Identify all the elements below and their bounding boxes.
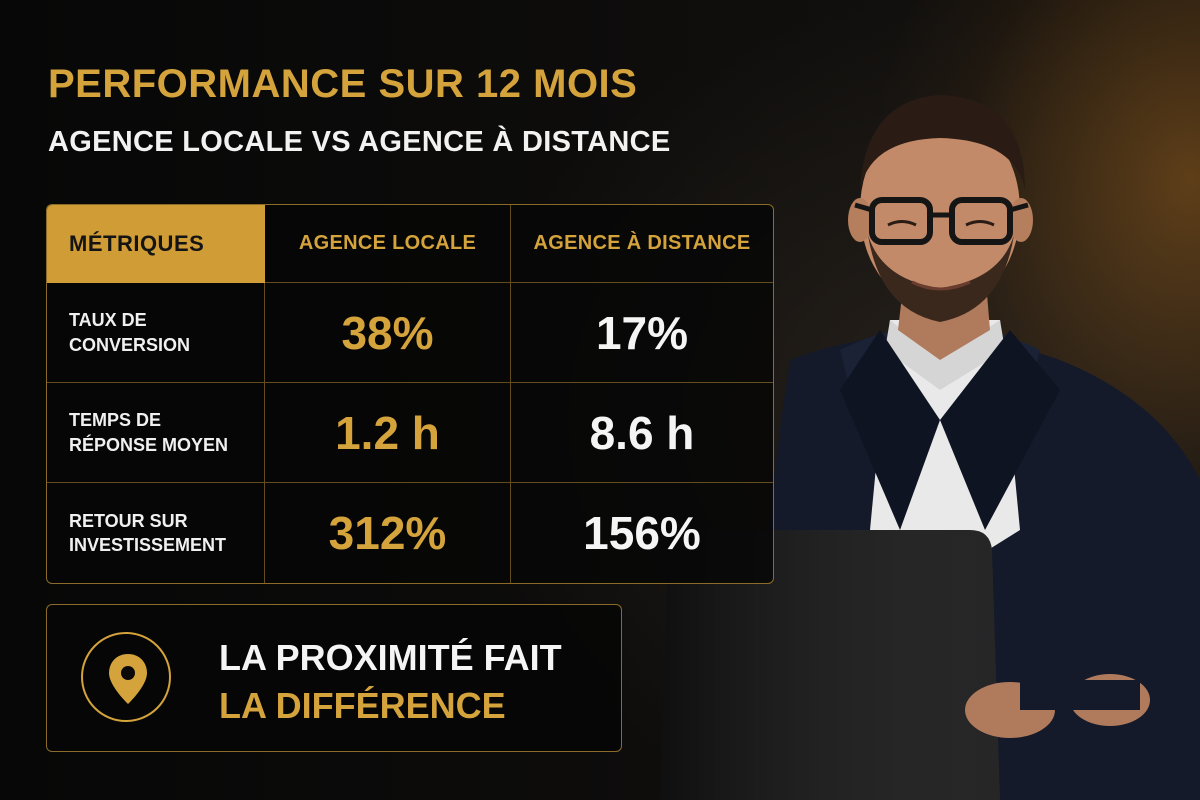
comparison-table: MÉTRIQUES AGENCE LOCALE AGENCE À DISTANC… (46, 204, 774, 584)
header-metrics: MÉTRIQUES (47, 205, 265, 283)
callout-box: LA PROXIMITÉ FAIT LA DIFFÉRENCE (46, 604, 622, 752)
location-pin-icon (81, 632, 171, 722)
page-subtitle: AGENCE LOCALE VS AGENCE À DISTANCE (48, 126, 671, 158)
metric-label-response-time: TEMPS DE RÉPONSE MOYEN (47, 383, 265, 483)
value-remote-roi: 156% (583, 507, 701, 559)
value-local-roi: 312% (265, 483, 511, 583)
callout-text-line2: LA DIFFÉRENCE (219, 685, 506, 726)
value-remote-conversion: 17% (511, 283, 773, 383)
value-local-conversion: 38% (265, 283, 511, 383)
header-local-agency: AGENCE LOCALE (265, 205, 511, 283)
header-remote-agency: AGENCE À DISTANCE (511, 205, 773, 283)
callout-text-line1: LA PROXIMITÉ FAIT (219, 637, 562, 678)
value-local-response-time: 1.2 h (265, 383, 511, 483)
value-remote-response-time: 8.6 h (511, 383, 773, 483)
person-with-laptop-image (660, 95, 1200, 800)
page-title: PERFORMANCE SUR 12 MOIS (48, 62, 638, 106)
metric-label-roi: RETOUR SUR INVESTISSEMENT (47, 483, 265, 583)
metric-label-conversion: TAUX DE CONVERSION (47, 283, 265, 383)
